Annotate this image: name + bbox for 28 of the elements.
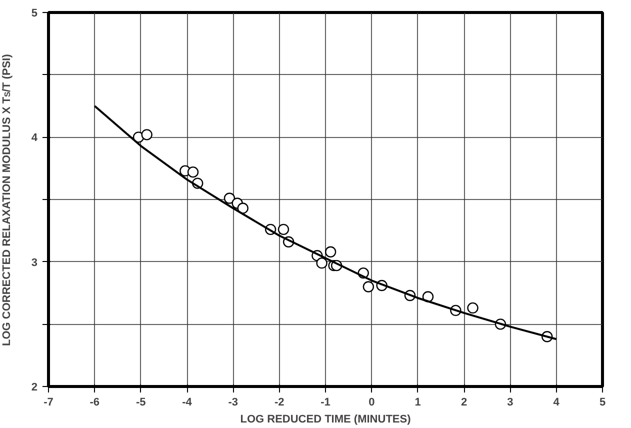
x-tick-label: -1 (320, 396, 330, 408)
point (467, 302, 478, 314)
x-tick-label: 3 (507, 396, 514, 408)
x-tick-label: -6 (90, 396, 100, 408)
x-tick-label: 2 (460, 396, 468, 408)
x-tick-label: -4 (182, 396, 193, 408)
y-tick-label: 3 (31, 256, 38, 269)
point (187, 166, 199, 178)
x-tick-label: -5 (136, 396, 146, 408)
point (278, 224, 290, 236)
x-axis-title: LOG REDUCED TIME (MINUTES) (240, 414, 412, 426)
point (324, 246, 336, 258)
x-tick-label: -2 (274, 396, 284, 408)
point (141, 129, 152, 140)
x-tick-label: 4 (553, 396, 560, 408)
y-tick-label: 5 (31, 8, 38, 20)
y-tick-label: 4 (31, 132, 38, 144)
y-tick-label: 2 (31, 382, 38, 394)
point (362, 281, 374, 292)
point (237, 202, 248, 214)
x-tick-label: 0 (368, 396, 375, 408)
x-tick-label: 5 (599, 396, 606, 408)
point (316, 257, 328, 269)
x-tick-label: 1 (414, 396, 421, 408)
x-tick-label: -3 (228, 396, 238, 408)
line-series (94, 105, 558, 340)
x-tick-label: -7 (44, 396, 54, 408)
point (224, 192, 236, 204)
